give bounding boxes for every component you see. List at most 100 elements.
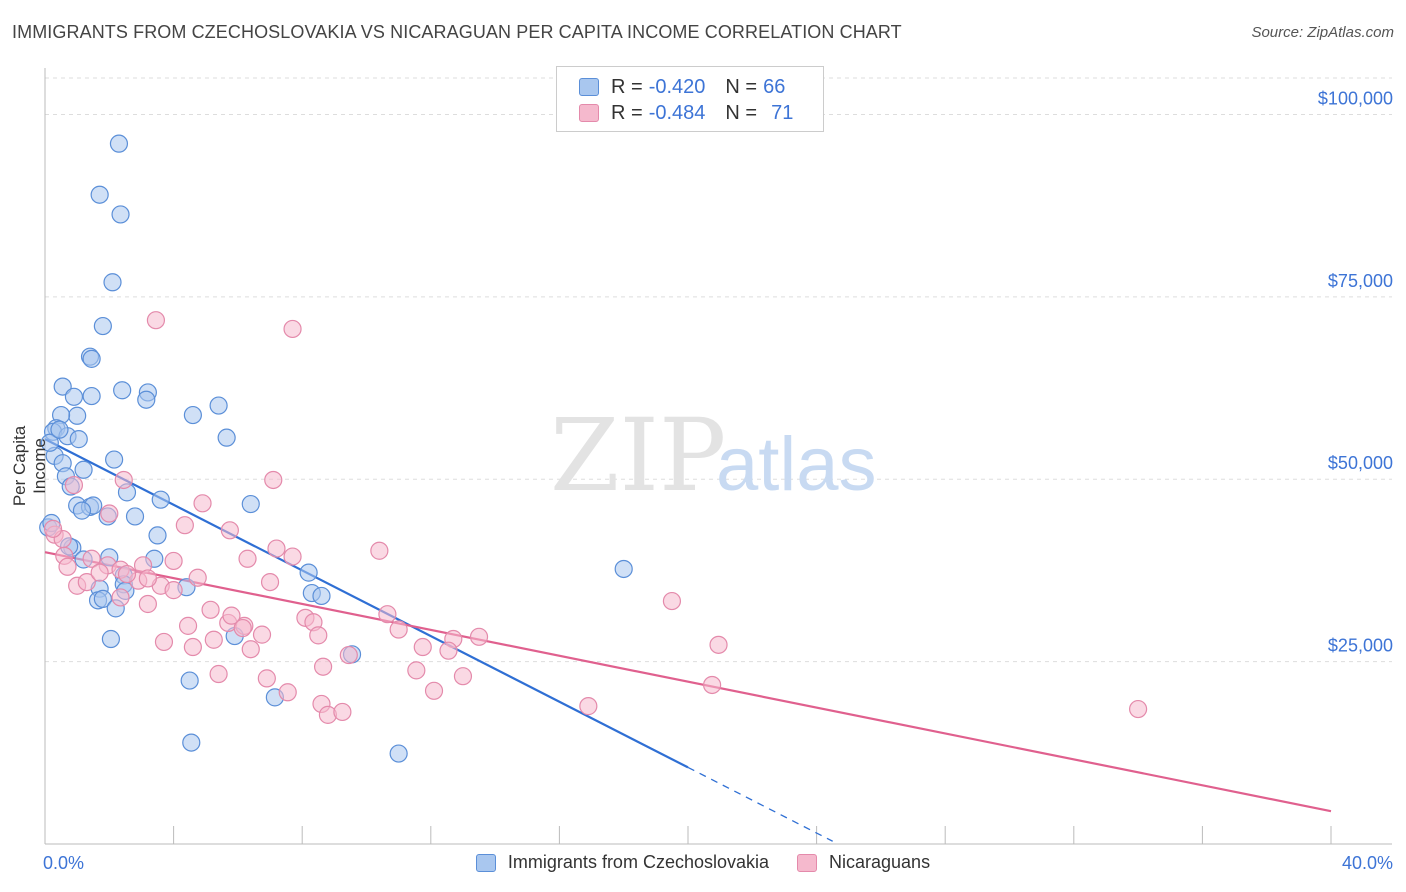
nicaraguan-point xyxy=(313,657,333,676)
nicaraguan-point xyxy=(333,702,352,722)
czechoslovakia-point xyxy=(209,396,228,415)
nicaraguan-point xyxy=(283,319,302,339)
nicaraguan-trend-line xyxy=(44,551,1332,813)
nicaraguan-point xyxy=(164,551,183,571)
nicaraguan-point xyxy=(424,681,444,700)
czechoslovakia-point xyxy=(109,134,129,153)
czechoslovakia-point xyxy=(105,450,124,469)
czechoslovakia-point xyxy=(93,589,112,608)
nicaraguan-point xyxy=(64,475,84,495)
nicaraguan-point xyxy=(662,591,682,611)
watermark: ZIP atlas xyxy=(550,397,877,514)
source-label: Source: ZipAtlas.com xyxy=(1251,24,1394,41)
nicaraguan-point xyxy=(453,667,473,686)
r-label: R = xyxy=(611,75,643,98)
nicaraguan-point xyxy=(407,661,426,680)
legend-label: Nicaraguans xyxy=(829,852,931,872)
nicaraguan-point xyxy=(579,697,598,716)
legend-label: Immigrants from Czechoslovakia xyxy=(507,852,770,872)
nicaraguan-point xyxy=(413,637,432,657)
nicaraguan-point xyxy=(703,675,722,695)
nicaraguan-point xyxy=(100,504,119,523)
nicaraguan-point xyxy=(188,568,207,587)
blue-swatch-icon xyxy=(579,78,599,96)
czechoslovakia-point xyxy=(113,381,132,400)
nicaraguan-point xyxy=(439,641,458,660)
x-tick-label: 40.0% xyxy=(1342,853,1393,873)
czechoslovakia-point xyxy=(50,420,69,439)
czechoslovakia-point xyxy=(82,349,101,368)
czechoslovakia-point xyxy=(90,185,109,204)
grid-lines xyxy=(45,77,1392,663)
czechoslovakia-trend-extension xyxy=(687,766,833,842)
nicaraguan-point xyxy=(264,470,283,490)
czechoslovakia-point xyxy=(614,559,633,579)
nicaraguan-point xyxy=(378,605,397,624)
data-points xyxy=(39,134,1148,763)
czechoslovakia-point xyxy=(389,744,408,763)
legend-item-nicaraguans[interactable]: Nicaraguans xyxy=(797,852,930,873)
czechoslovakia-trend-line xyxy=(44,438,689,769)
pink-swatch-icon xyxy=(579,104,599,122)
czechoslovakia-point xyxy=(68,406,87,425)
czechoslovakia-point xyxy=(241,494,260,514)
nicaraguan-point xyxy=(201,600,220,619)
y-tick-label: $50,000 xyxy=(1328,453,1393,473)
czechoslovakia-point xyxy=(137,390,156,409)
blue-swatch-icon xyxy=(475,853,496,872)
nicaraguan-point xyxy=(111,588,130,607)
watermark-zip: ZIP xyxy=(550,397,726,514)
czechoslovakia-point xyxy=(148,526,167,545)
czechoslovakia-point xyxy=(180,671,199,690)
series-legend: Immigrants from Czechoslovakia Nicaragua… xyxy=(0,852,1406,873)
czechoslovakia-point xyxy=(74,460,93,479)
correlation-legend: R = -0.420 N = 66 R = -0.484 N = 71 xyxy=(556,66,824,132)
czechoslovakia-point xyxy=(40,433,59,452)
czechoslovakia-point xyxy=(103,273,122,292)
nicaraguan-point xyxy=(260,573,280,592)
czechoslovakia-point xyxy=(312,586,331,606)
czechoslovakia-point xyxy=(151,490,170,509)
nicaraguan-point xyxy=(114,470,133,490)
pink-swatch-icon xyxy=(797,853,818,872)
n-label: N = xyxy=(725,75,758,98)
nicaraguan-point xyxy=(309,626,328,645)
czechoslovakia-point xyxy=(69,430,88,449)
nicaraguan-point xyxy=(257,669,276,688)
nicaraguan-point xyxy=(138,594,157,614)
nicaraguan-point xyxy=(233,618,252,638)
nicaraguan-point xyxy=(193,494,212,513)
nicaraguan-point xyxy=(90,563,109,582)
axes xyxy=(44,68,1392,845)
czechoslovakia-point xyxy=(125,507,145,526)
nicaraguan-point xyxy=(222,606,241,625)
chart-title: IMMIGRANTS FROM CZECHOSLOVAKIA VS NICARA… xyxy=(12,22,902,42)
nicaraguan-point xyxy=(58,557,77,576)
nicaraguan-point xyxy=(204,630,223,649)
nicaraguan-point xyxy=(175,516,194,535)
y-tick-label: $25,000 xyxy=(1328,636,1393,656)
y-tick-label: $75,000 xyxy=(1328,271,1393,291)
legend-row-nicaraguans: R = -0.484 N = 71 xyxy=(579,100,793,126)
nicaraguan-point xyxy=(278,683,297,702)
nicaraguan-point xyxy=(220,521,239,540)
nicaraguan-point xyxy=(339,645,358,665)
nicaraguan-point xyxy=(77,573,96,592)
nicaraguan-point xyxy=(154,632,174,652)
n-value: 71 xyxy=(771,101,794,124)
r-value: -0.420 xyxy=(648,75,706,98)
legend-row-czechoslovakia: R = -0.420 N = 66 xyxy=(579,74,785,100)
nicaraguan-point xyxy=(238,549,257,568)
czechoslovakia-point xyxy=(101,629,121,649)
nicaraguan-point xyxy=(241,640,260,659)
nicaraguan-point xyxy=(469,627,489,646)
n-label: N = xyxy=(725,101,758,124)
nicaraguan-point xyxy=(178,616,198,635)
nicaraguan-point xyxy=(709,635,728,654)
nicaraguan-point xyxy=(209,664,228,684)
nicaraguan-point xyxy=(146,311,166,330)
r-value: -0.484 xyxy=(648,101,706,124)
nicaraguan-point xyxy=(117,564,137,584)
legend-item-czechoslovakia[interactable]: Immigrants from Czechoslovakia xyxy=(475,852,770,873)
